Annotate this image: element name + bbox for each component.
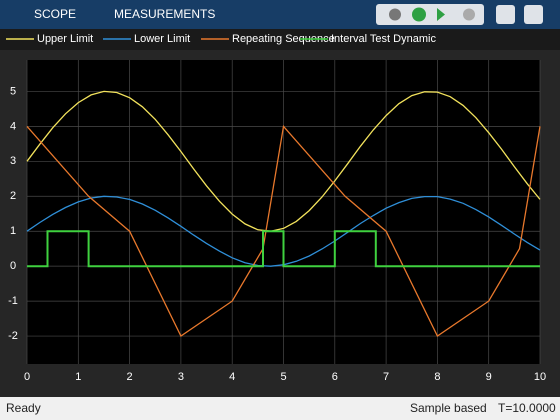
legend-label: Repeating Sequence xyxy=(232,33,335,45)
series-line xyxy=(27,230,540,268)
x-tick-label: 2 xyxy=(127,371,133,383)
x-tick-label: 7 xyxy=(383,371,389,383)
series-line xyxy=(26,124,541,337)
y-tick-label: 5 xyxy=(10,85,16,97)
run-button[interactable] xyxy=(412,7,426,22)
status-text: Ready xyxy=(6,401,41,415)
sample-mode: Sample based xyxy=(410,401,487,415)
menu-button[interactable] xyxy=(524,5,543,24)
step-back-button[interactable] xyxy=(389,8,401,21)
y-tick-label: -2 xyxy=(8,330,18,342)
legend xyxy=(0,29,560,50)
legend-label: Lower Limit xyxy=(134,33,190,45)
sim-time: T=10.0000 xyxy=(498,401,556,415)
x-tick-label: 5 xyxy=(280,371,286,383)
y-tick-label: 3 xyxy=(10,155,16,167)
y-tick-label: 0 xyxy=(10,260,16,272)
x-tick-label: 3 xyxy=(178,371,184,383)
legend-label: Upper Limit xyxy=(37,33,93,45)
x-tick-label: 0 xyxy=(24,371,30,383)
y-tick-label: 1 xyxy=(10,225,16,237)
step-forward-button[interactable] xyxy=(437,8,445,21)
x-tick-label: 1 xyxy=(75,371,81,383)
legend-label: Interval Test Dynamic xyxy=(331,33,436,45)
help-button[interactable] xyxy=(496,5,515,24)
y-tick-label: 4 xyxy=(10,120,16,132)
tab[interactable]: MEASUREMENTS xyxy=(114,7,215,21)
x-tick-label: 6 xyxy=(332,371,338,383)
y-tick-label: -1 xyxy=(8,295,18,307)
x-tick-label: 9 xyxy=(486,371,492,383)
x-tick-label: 4 xyxy=(229,371,235,383)
stop-button[interactable] xyxy=(463,8,475,21)
run-controls xyxy=(376,4,484,25)
y-tick-label: 2 xyxy=(10,190,16,202)
series-line xyxy=(26,90,541,232)
x-tick-label: 8 xyxy=(434,371,440,383)
x-tick-label: 10 xyxy=(534,371,546,383)
status-bar xyxy=(0,397,560,420)
tab[interactable]: SCOPE xyxy=(34,7,76,21)
